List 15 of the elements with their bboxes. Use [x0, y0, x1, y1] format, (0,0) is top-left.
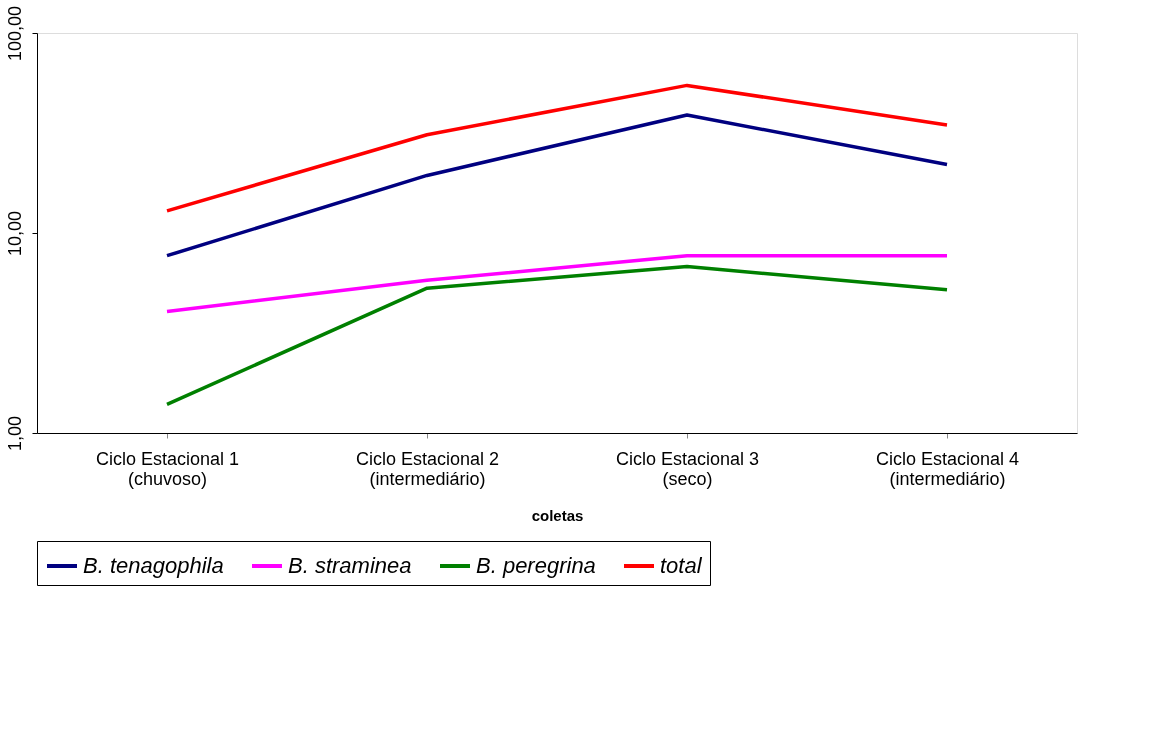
legend-label: B. tenagophila [83, 553, 224, 578]
line-series [165, 264, 949, 407]
legend-label: B. straminea [288, 553, 412, 578]
x-tick-label: Ciclo Estacional 1 (chuvoso) [95, 448, 240, 489]
y-tick-label: 10,00 [4, 210, 25, 257]
legend-label: B. peregrina [476, 553, 596, 578]
legend-label: total [660, 553, 703, 578]
x-tick-label: Ciclo Estacional 4 (intermediário) [875, 448, 1020, 489]
x-tick-label: Ciclo Estacional 3 (seco) [615, 448, 760, 489]
y-tick-label: 1,00 [4, 415, 25, 452]
x-tick-label: Ciclo Estacional 2 (intermediário) [355, 448, 500, 489]
x-axis-title: coletas [531, 506, 584, 524]
line-series [165, 83, 949, 213]
y-tick-label: 100,00 [4, 5, 25, 62]
line-series [165, 113, 949, 258]
